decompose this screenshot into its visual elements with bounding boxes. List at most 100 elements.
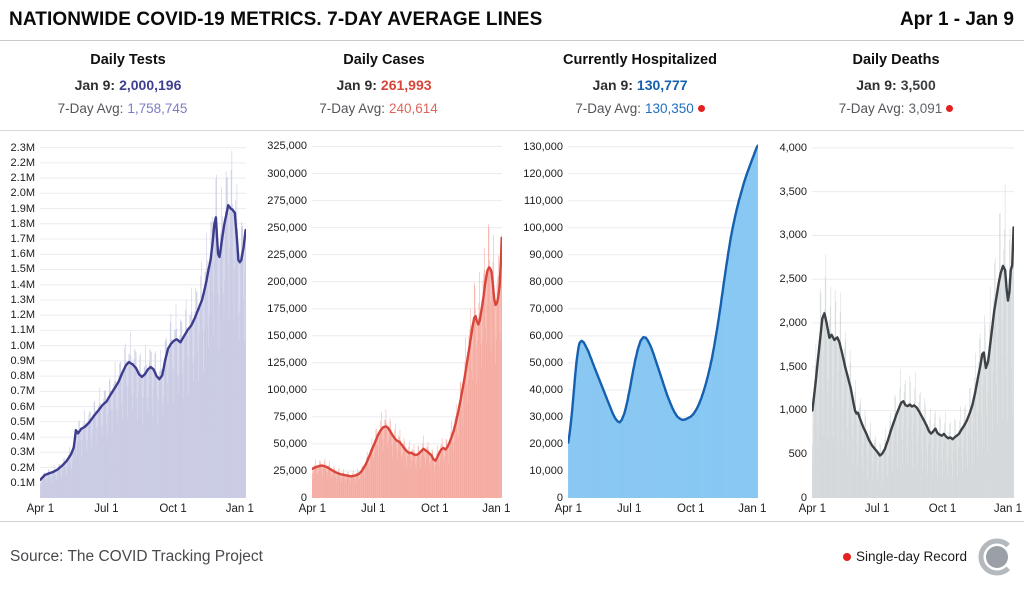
record-dot <box>191 105 198 112</box>
latest-value: 261,993 <box>380 77 432 93</box>
y-tick-label: 0.1M <box>10 476 35 489</box>
x-tick-label: Apr 1 <box>26 503 55 515</box>
single-day-record-legend: Single-day Record <box>842 536 1018 578</box>
y-tick-label: 80,000 <box>529 275 563 288</box>
y-tick-label: 50,000 <box>529 356 563 369</box>
y-tick-label: 0.4M <box>10 431 35 444</box>
latest-stat: Jan 9: 130,777 <box>512 77 768 93</box>
y-tick-label: 20,000 <box>529 437 563 450</box>
stats-row: Daily Tests Jan 9: 2,000,196 7-Day Avg: 1,… <box>0 41 1024 131</box>
avg-stat: 7-Day Avg: 240,614 <box>256 101 512 116</box>
avg-label: 7-Day Avg: <box>319 101 385 116</box>
chart-panel-daily-cases: 0 25,000 50,000 75,000 100,000 125,000 150,000… <box>256 140 512 521</box>
y-tick-label: 1.2M <box>10 309 35 322</box>
y-tick-label: 1.0M <box>10 339 35 352</box>
y-tick-label: 110,000 <box>524 194 563 207</box>
y-tick-label: 4,000 <box>779 141 807 154</box>
stat-panel-daily-tests: Daily Tests Jan 9: 2,000,196 7-Day Avg: 1,… <box>0 41 256 130</box>
x-tick-label: Oct 1 <box>159 503 187 515</box>
latest-label: Jan 9: <box>856 77 897 93</box>
covid-tracking-project-logo-icon <box>978 538 1016 575</box>
record-dot-icon <box>842 552 851 561</box>
y-tick-label: 70,000 <box>529 302 563 315</box>
y-tick-label: 2,000 <box>779 316 807 329</box>
y-tick-label: 0.6M <box>10 400 35 413</box>
x-tick-label: Jan 1 <box>225 503 254 515</box>
chart-panel-daily-tests: 0.1M 0.2M 0.3M 0.4M 0.5M 0.6M 0.7M 0.8M 0.9M 1.0M… <box>0 140 256 521</box>
y-tick-label: 0.2M <box>10 461 35 474</box>
y-tick-label: 2.0M <box>10 187 35 200</box>
x-tick-label: Oct 1 <box>677 503 705 515</box>
avg-label: 7-Day Avg: <box>575 101 641 116</box>
header: NATIONWIDE COVID-19 METRICS. 7-DAY AVERA… <box>0 0 1024 41</box>
latest-stat: Jan 9: 2,000,196 <box>0 77 256 93</box>
y-tick-label: 120,000 <box>523 167 563 180</box>
x-tick-label: Jul 1 <box>94 503 119 515</box>
latest-stat: Jan 9: 261,993 <box>256 77 512 93</box>
y-tick-label: 1.7M <box>10 233 35 246</box>
avg-stat: 7-Day Avg: 3,091 <box>768 101 1024 116</box>
y-tick-label: 3,500 <box>779 185 807 198</box>
page-title: NATIONWIDE COVID-19 METRICS. 7-DAY AVERA… <box>9 9 543 30</box>
y-tick-label: 100,000 <box>523 221 563 234</box>
avg-value: 3,091 <box>908 101 943 116</box>
latest-label: Jan 9: <box>336 77 377 93</box>
record-dot <box>946 105 954 112</box>
stat-title: Daily Cases <box>343 52 425 68</box>
y-tick-label: 1,000 <box>779 404 807 417</box>
y-tick-label: 325,000 <box>267 140 307 153</box>
y-tick-label: 130,000 <box>523 140 563 153</box>
stat-title: Currently Hospitalized <box>563 52 717 68</box>
avg-label: 7-Day Avg: <box>57 101 124 116</box>
stat-title: Daily Deaths <box>852 52 940 68</box>
y-tick-label: 0.8M <box>10 370 35 383</box>
footer: Source: The COVID Tracking Project Singl… <box>0 521 1024 591</box>
y-tick-label: 1.8M <box>10 217 35 230</box>
stat-panel-currently-hospitalized: Currently Hospitalized Jan 9: 130,777 7-D… <box>512 41 768 130</box>
latest-label: Jan 9: <box>74 77 116 93</box>
y-tick-label: 0.5M <box>10 415 35 428</box>
y-tick-label: 0 <box>800 492 807 504</box>
y-tick-label: 250,000 <box>267 221 307 234</box>
x-tick-label: Apr 1 <box>554 503 583 515</box>
x-axis-labels: Apr 1 Jul 1 Oct 1 Jan 1 <box>555 498 767 520</box>
avg-value: 1,758,745 <box>127 101 188 116</box>
y-tick-label: 1.9M <box>10 202 35 215</box>
y-tick-label: 1.3M <box>10 293 35 306</box>
y-tick-label: 60,000 <box>529 329 563 342</box>
y-tick-label: 0.9M <box>10 354 35 367</box>
chart-panel-daily-deaths: 0 500 1,000 1,500 2,000 2,500 3,000 3,500 4,000 … <box>768 140 1024 521</box>
x-tick-label: Jul 1 <box>617 503 642 515</box>
stat-panel-daily-cases: Daily Cases Jan 9: 261,993 7-Day Avg: 240,… <box>256 41 512 130</box>
y-tick-label: 125,000 <box>267 356 307 369</box>
stat-panel-daily-deaths: Daily Deaths Jan 9: 3,500 7-Day Avg: 3,091 <box>768 41 1024 130</box>
y-axis-labels: 0.1M 0.2M 0.3M 0.4M 0.5M 0.6M 0.7M 0.8M 0.9M 1.0M… <box>0 140 40 498</box>
y-tick-label: 2,500 <box>779 273 807 286</box>
y-tick-label: 100,000 <box>267 383 307 396</box>
y-tick-label: 200,000 <box>267 275 307 288</box>
y-axis-labels: 0 10,000 20,000 30,000 40,000 50,000 60,000 70,… <box>512 140 568 504</box>
record-dot <box>697 105 705 112</box>
y-tick-label: 1.5M <box>10 263 35 276</box>
record-legend-label: Single-day Record <box>855 549 967 564</box>
avg-stat: 7-Day Avg: 130,350 <box>512 101 768 116</box>
chart-panel-currently-hospitalized: 0 10,000 20,000 30,000 40,000 50,000 60,000 70,… <box>512 140 768 521</box>
stat-title: Daily Tests <box>90 52 166 68</box>
x-tick-label: Jul 1 <box>361 503 386 515</box>
latest-label: Jan 9: <box>592 77 633 93</box>
y-tick-label: 225,000 <box>267 248 307 261</box>
latest-stat: Jan 9: 3,500 <box>768 77 1024 93</box>
x-tick-label: Jan 1 <box>482 503 511 515</box>
avg-value: 130,350 <box>644 101 694 116</box>
x-tick-label: Oct 1 <box>421 503 449 515</box>
y-tick-label: 0 <box>556 492 563 504</box>
record-dot <box>442 105 449 112</box>
x-tick-label: Jan 1 <box>993 503 1023 515</box>
latest-value: 2,000,196 <box>119 77 182 93</box>
x-tick-label: Apr 1 <box>298 503 327 515</box>
x-tick-label: Jan 1 <box>738 503 767 515</box>
x-tick-label: Apr 1 <box>798 503 827 515</box>
x-axis-labels: Apr 1 Jul 1 Oct 1 Jan 1 <box>799 498 1022 520</box>
y-tick-label: 2.3M <box>10 141 35 154</box>
